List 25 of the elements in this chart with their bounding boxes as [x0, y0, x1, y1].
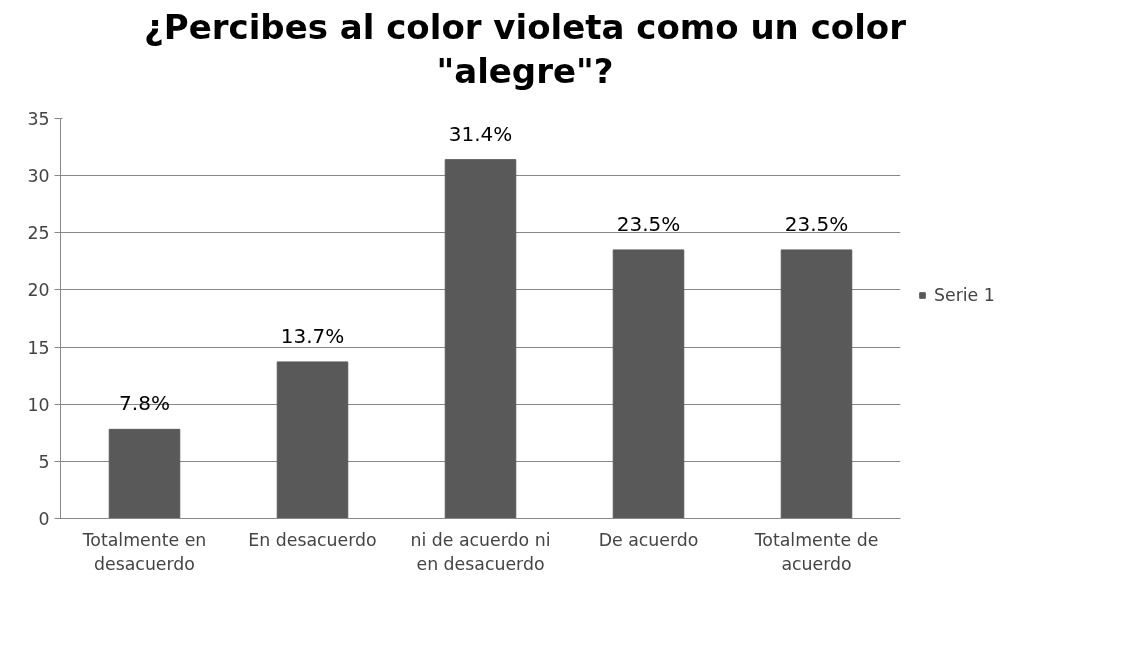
bar [612, 249, 685, 519]
data-label: 23.5% [784, 212, 849, 237]
y-tick-label: 0 [38, 509, 50, 530]
data-label: 31.4% [448, 122, 513, 147]
y-tick-label: 10 [27, 395, 50, 416]
bar [444, 159, 517, 519]
bar [276, 361, 349, 519]
legend-label: Serie 1 [934, 285, 995, 306]
data-label: 7.8% [119, 391, 170, 416]
x-tick-label: De acuerdo [598, 529, 699, 550]
data-label: 13.7% [280, 324, 345, 349]
y-tick-label: 30 [27, 166, 50, 187]
x-tick-label: ni de acuerdo ni en desacuerdo [410, 529, 551, 574]
y-tick-label: 15 [27, 337, 50, 358]
y-tick-label: 20 [27, 280, 50, 301]
y-tick-label: 35 [27, 109, 50, 130]
x-tick-label: Totalmente en desacuerdo [81, 529, 207, 574]
x-tick-label: Totalmente de acuerdo [753, 529, 879, 574]
y-tick-label: 25 [27, 223, 50, 244]
bar [780, 249, 853, 519]
data-label: 23.5% [616, 212, 681, 237]
chart-title: ¿Percibes al color violeta como un color "alegre"? [143, 6, 907, 94]
bar [108, 429, 181, 519]
x-tick-label: En desacuerdo [248, 529, 377, 550]
y-tick-label: 5 [38, 452, 50, 473]
